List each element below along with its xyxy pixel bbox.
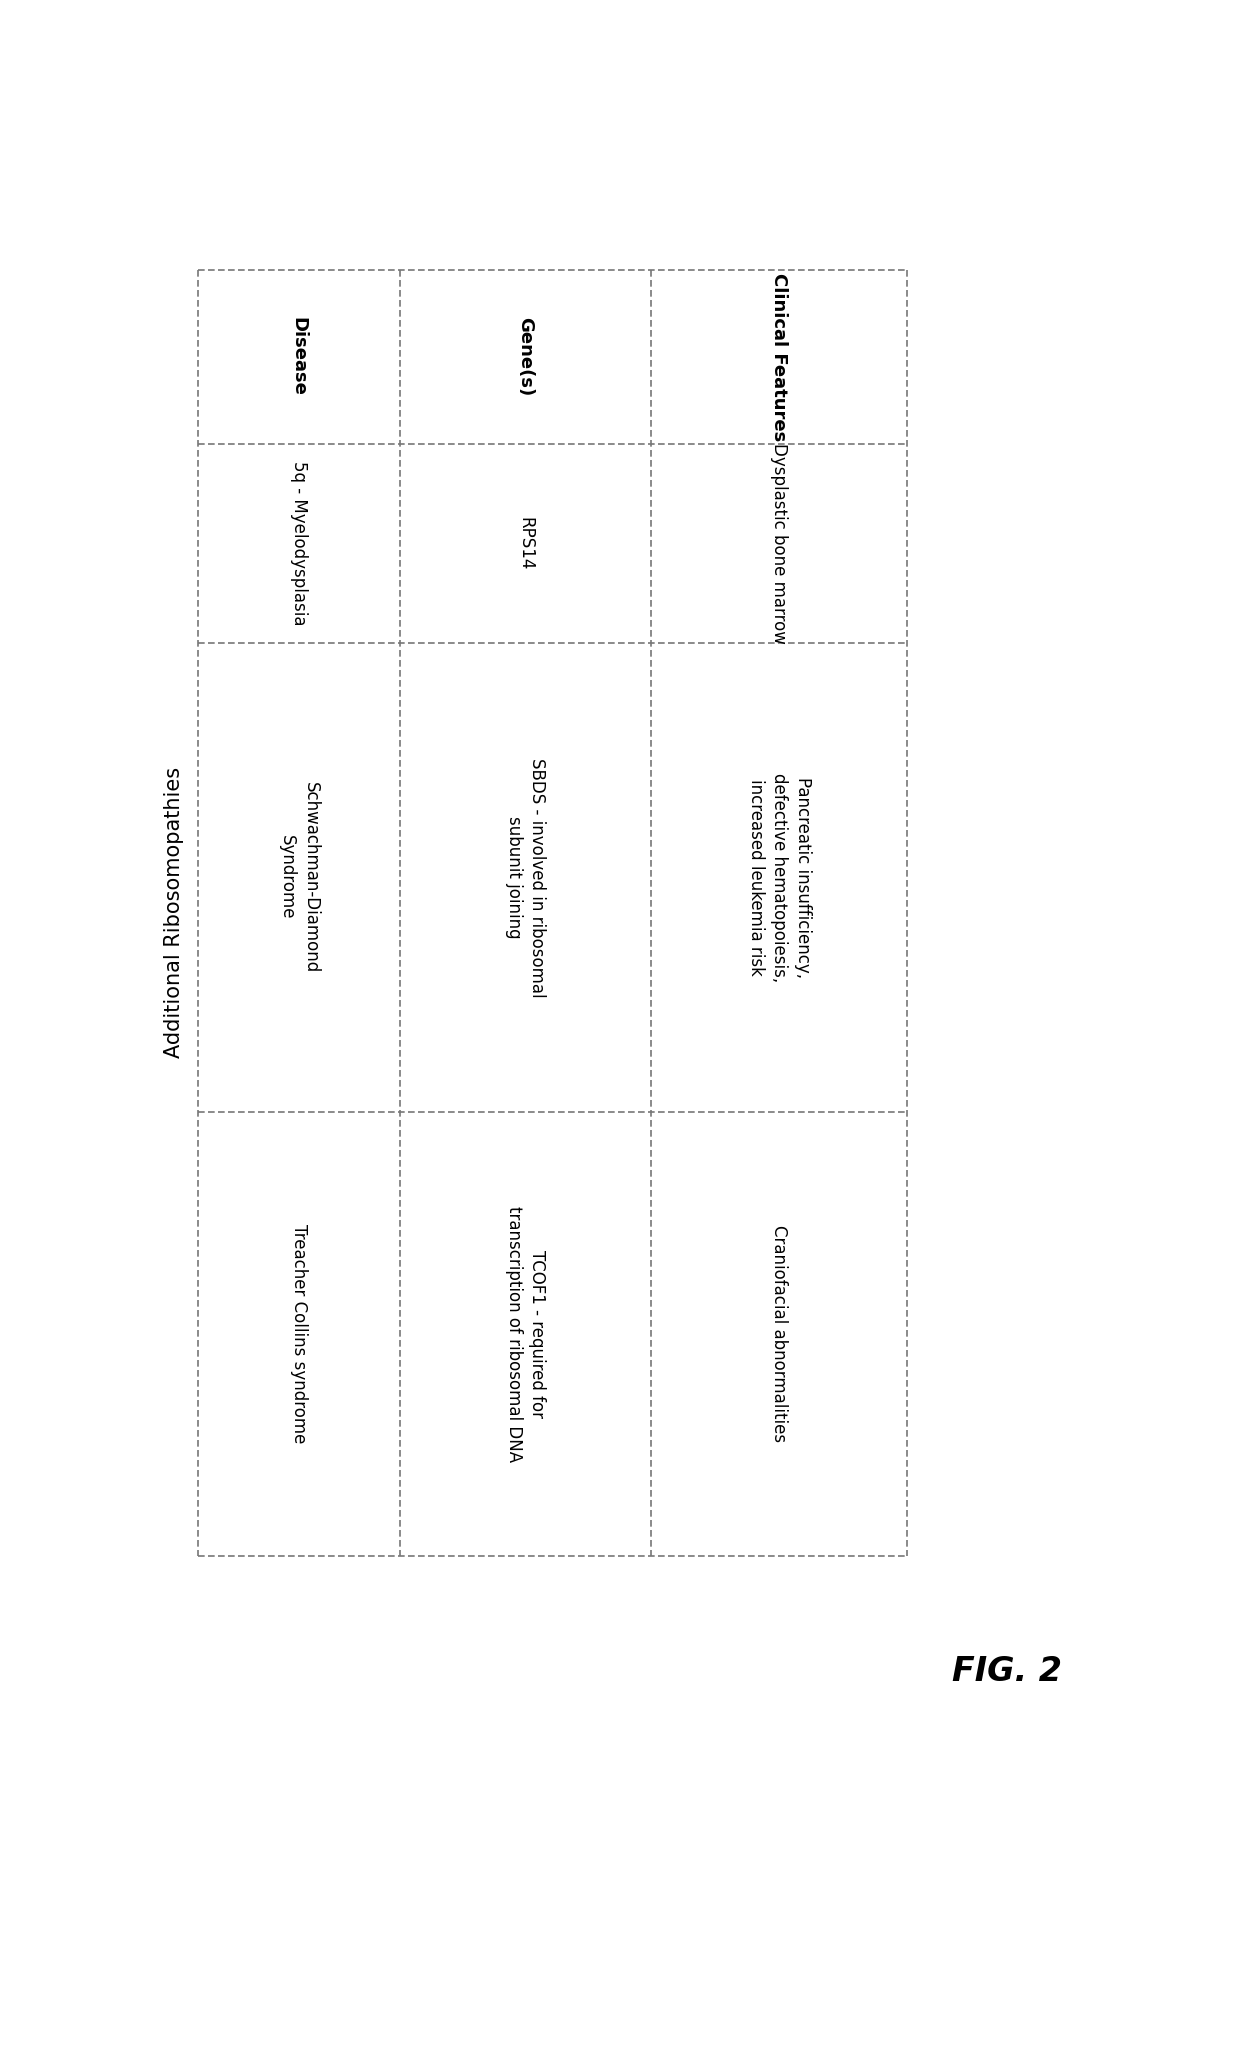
Text: 5q - Myelodysplasia: 5q - Myelodysplasia [290,461,308,625]
Text: Schwachman-Diamond
Syndrome: Schwachman-Diamond Syndrome [278,782,320,973]
Text: Additional Ribosomopathies: Additional Ribosomopathies [165,767,185,1059]
Text: Treacher Collins syndrome: Treacher Collins syndrome [290,1224,308,1444]
Text: SBDS - involved in ribosomal
subunit joining: SBDS - involved in ribosomal subunit joi… [505,757,547,998]
Text: Dysplastic bone marrow: Dysplastic bone marrow [770,442,789,644]
Text: Pancreatic insufficiency,
defective hematopoiesis,
increased leukemia risk: Pancreatic insufficiency, defective hema… [746,773,812,981]
Text: Clinical Features: Clinical Features [770,274,789,440]
Text: FIG. 2: FIG. 2 [952,1654,1063,1689]
Text: TCOF1 - required for
transcription of ribosomal DNA: TCOF1 - required for transcription of ri… [505,1205,547,1463]
Text: RPS14: RPS14 [517,516,534,570]
Text: Craniofacial abnormalities: Craniofacial abnormalities [770,1226,789,1442]
Text: Disease: Disease [290,317,308,397]
Text: Gene(s): Gene(s) [517,317,534,397]
